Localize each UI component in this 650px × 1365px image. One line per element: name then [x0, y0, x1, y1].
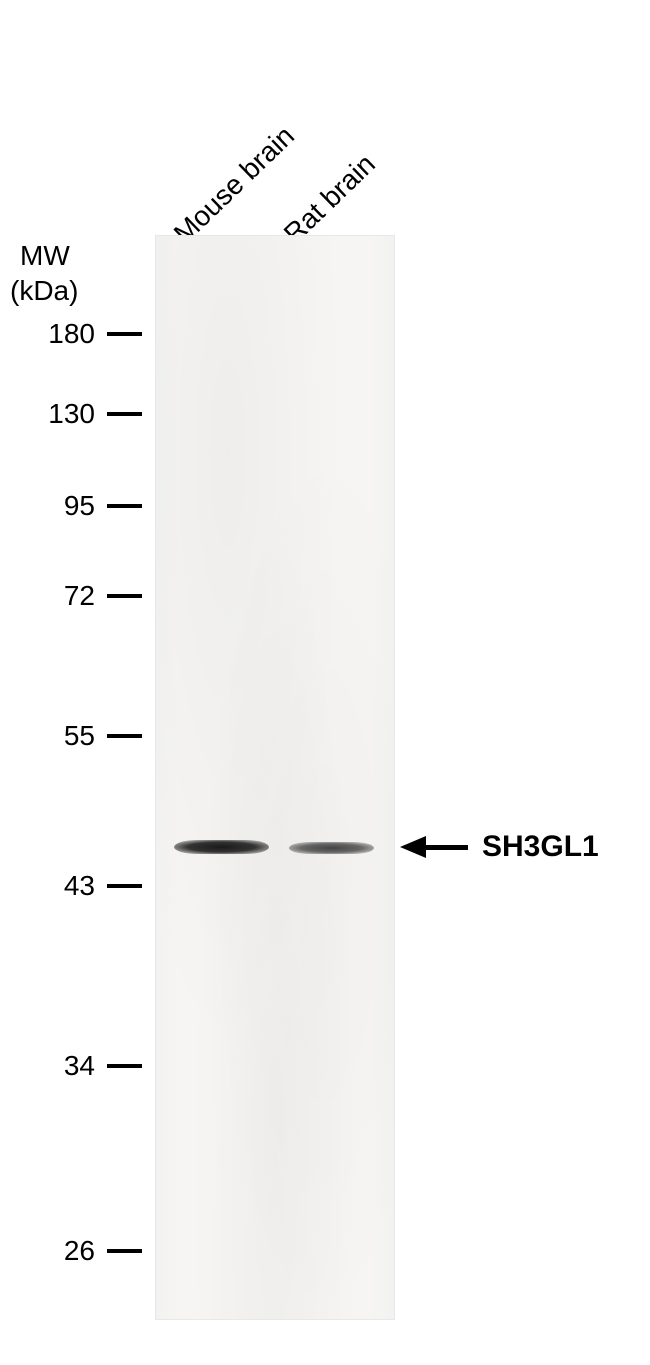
- blot-membrane: [155, 235, 395, 1320]
- mw-tick-icon: [107, 332, 142, 336]
- mw-marker-26: 26: [40, 1235, 142, 1267]
- band-lane1: [174, 840, 269, 854]
- mw-tick-icon: [107, 412, 142, 416]
- mw-tick-icon: [107, 504, 142, 508]
- mw-marker-130: 130: [40, 398, 142, 430]
- annotation-arrow: SH3GL1: [400, 830, 599, 864]
- mw-value: 43: [40, 870, 95, 902]
- mw-header-unit: (kDa): [10, 275, 78, 307]
- arrow-icon: [400, 836, 468, 858]
- band-lane2: [289, 842, 374, 854]
- mw-value: 26: [40, 1235, 95, 1267]
- mw-tick-icon: [107, 884, 142, 888]
- mw-tick-icon: [107, 594, 142, 598]
- mw-marker-95: 95: [40, 490, 142, 522]
- mw-marker-72: 72: [40, 580, 142, 612]
- blot-shading: [156, 236, 394, 1319]
- mw-marker-55: 55: [40, 720, 142, 752]
- mw-value: 130: [40, 398, 95, 430]
- mw-value: 95: [40, 490, 95, 522]
- mw-marker-43: 43: [40, 870, 142, 902]
- mw-value: 72: [40, 580, 95, 612]
- mw-header-label: MW: [20, 240, 70, 272]
- mw-marker-180: 180: [40, 318, 142, 350]
- annotation-label: SH3GL1: [482, 830, 599, 864]
- mw-value: 34: [40, 1050, 95, 1082]
- mw-tick-icon: [107, 734, 142, 738]
- mw-tick-icon: [107, 1064, 142, 1068]
- arrow-head-icon: [400, 836, 426, 858]
- mw-tick-icon: [107, 1249, 142, 1253]
- arrow-line-icon: [426, 845, 468, 850]
- mw-marker-34: 34: [40, 1050, 142, 1082]
- figure-container: MW (kDa) Mouse brainRat brain 1801309572…: [0, 0, 650, 1365]
- mw-value: 180: [40, 318, 95, 350]
- mw-value: 55: [40, 720, 95, 752]
